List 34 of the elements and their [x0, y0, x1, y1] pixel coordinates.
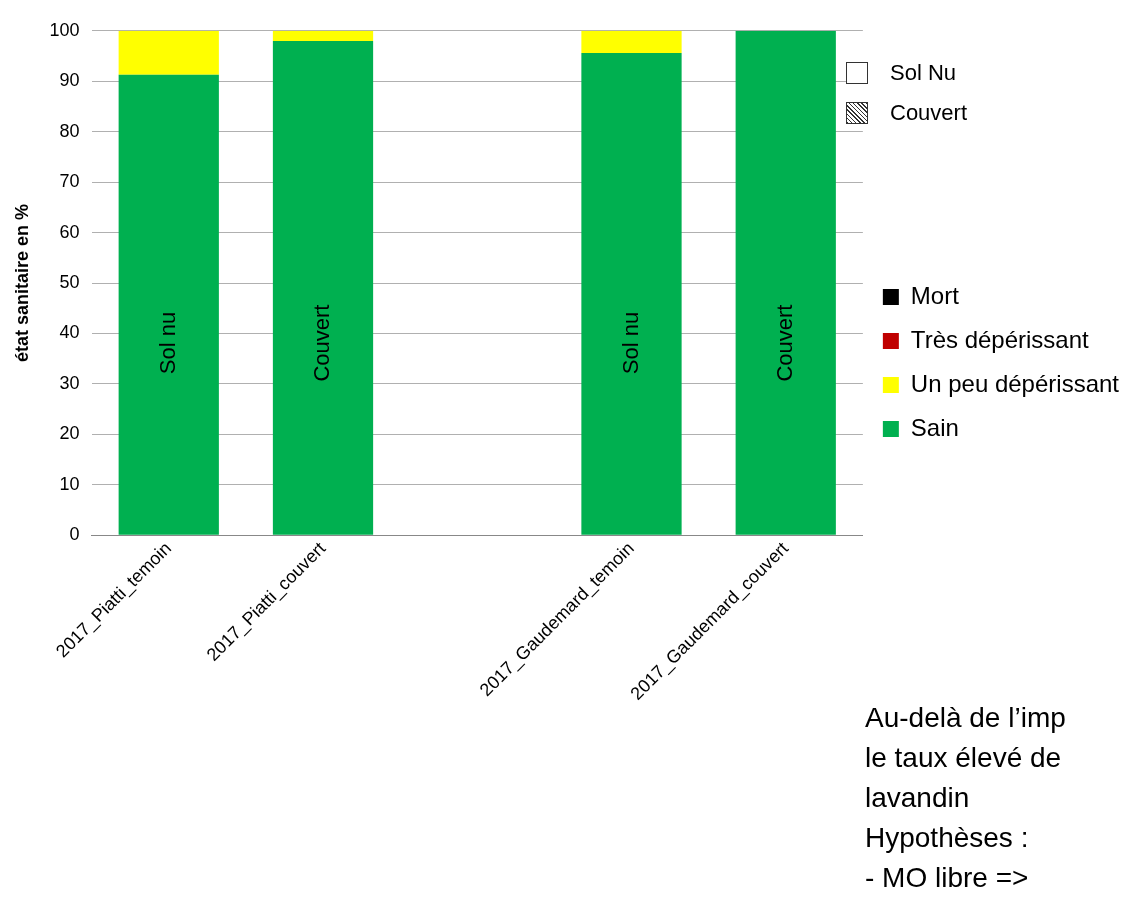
annotation: Sol nu — [617, 311, 643, 375]
legend-label: Mort — [910, 281, 960, 309]
y-tick-label: 80 — [59, 120, 80, 141]
text: lavandin — [865, 781, 971, 815]
bar — [272, 30, 374, 41]
annotation: Couvert — [771, 304, 797, 382]
y-tick-label: 0 — [69, 524, 80, 545]
legend-label: Un peu dépérissant — [910, 369, 1120, 397]
text: Au-delà de l’imp — [865, 701, 1066, 735]
bar — [735, 30, 836, 535]
bar — [272, 40, 374, 535]
text: Hypothèses : — [865, 821, 1030, 855]
y-tick-label: 10 — [59, 473, 80, 494]
legend-label: Sain — [910, 413, 959, 441]
annotation: Sol nu — [154, 311, 180, 375]
bar — [581, 30, 682, 53]
bar — [118, 74, 219, 535]
y-tick-label: 100 — [49, 19, 80, 40]
y-tick-label: 90 — [59, 70, 80, 91]
y-tick-label: 30 — [59, 372, 80, 393]
bar — [581, 53, 682, 535]
y-tick-label: 70 — [59, 171, 80, 192]
text: - MO libre => — [865, 861, 1030, 895]
y-tick-label: 60 — [59, 221, 80, 242]
text: Couvert — [890, 100, 968, 126]
y-tick-label: 20 — [59, 423, 80, 444]
text: le taux élevé de — [865, 741, 1063, 775]
bar — [118, 30, 219, 75]
annotation: Couvert — [309, 304, 335, 382]
legend-label: Très dépérissant — [910, 325, 1090, 353]
text: Sol Nu — [890, 60, 957, 86]
y-tick-label: 50 — [59, 272, 80, 293]
y-tick-label: 40 — [59, 322, 80, 343]
y-axis-title: état sanitaire en % — [11, 204, 32, 363]
